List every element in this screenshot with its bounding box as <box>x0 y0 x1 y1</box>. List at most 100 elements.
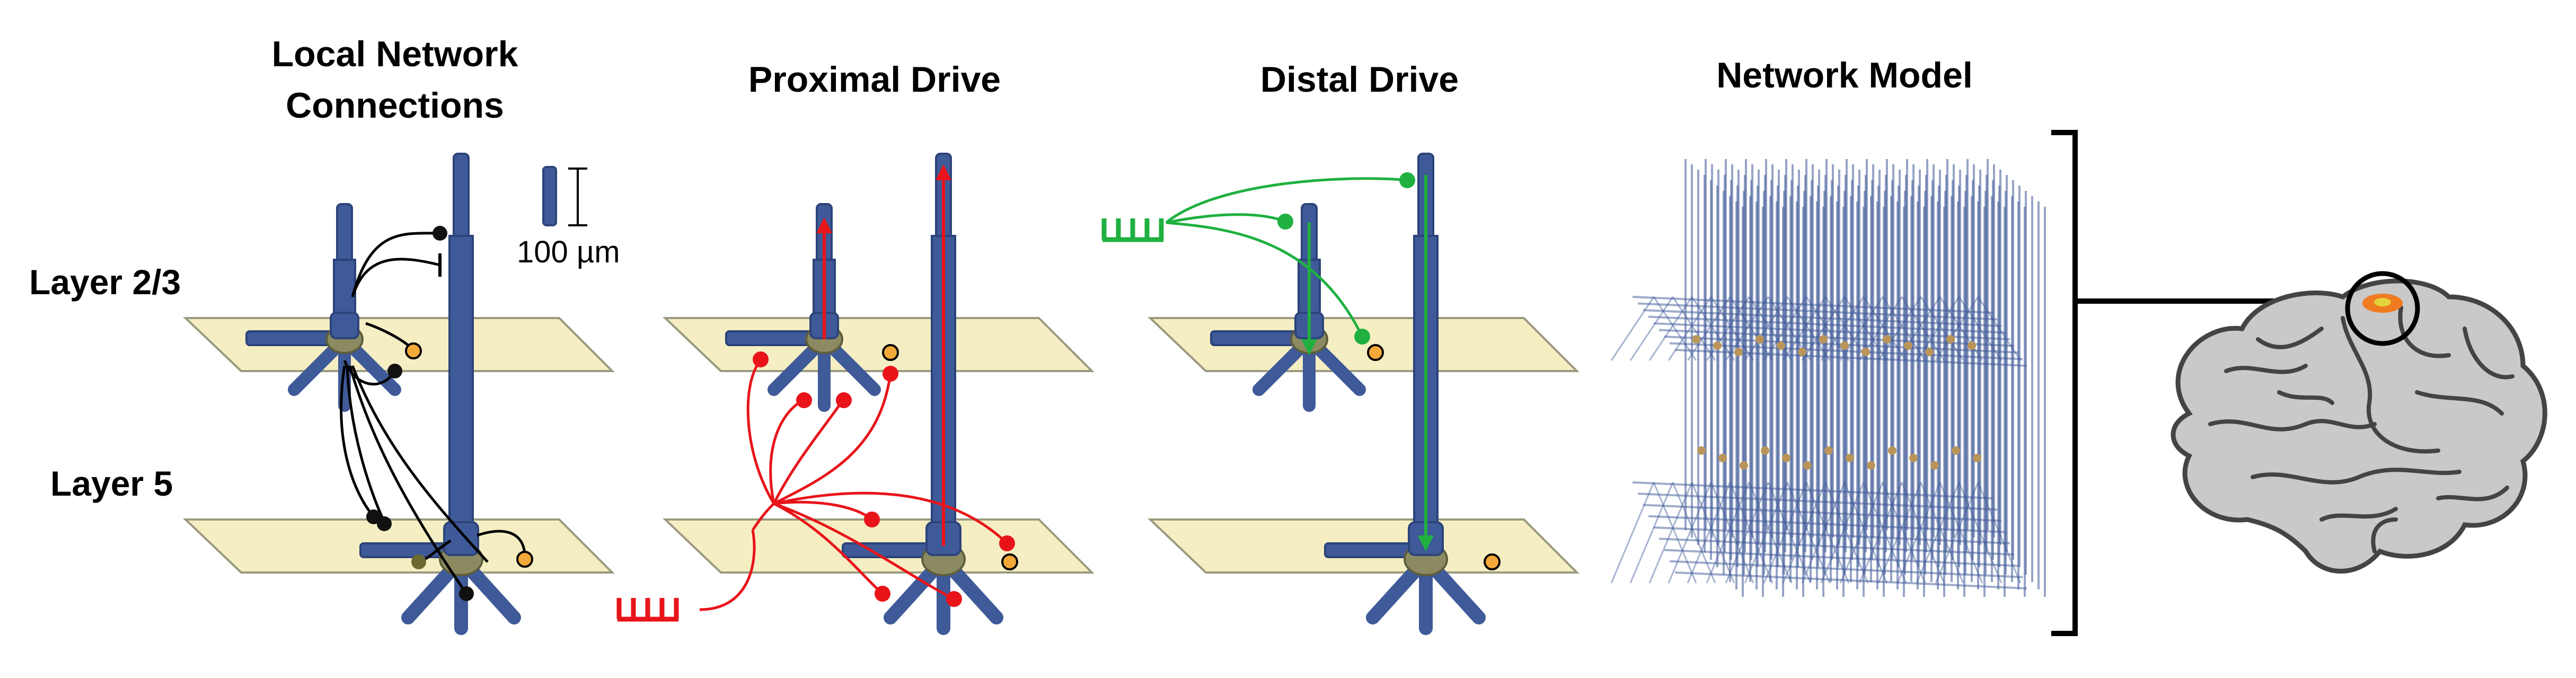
model-dendrite <box>1805 482 1850 584</box>
model-dendrite <box>1744 482 1788 584</box>
model-dendrite <box>1610 482 1655 584</box>
model-soma <box>1930 461 1939 470</box>
model-dendrite <box>1763 296 1807 361</box>
inhibitory-cell <box>1484 553 1501 570</box>
model-dendrite <box>1839 296 1884 361</box>
model-dendrite <box>1648 482 1693 584</box>
model-dendrite <box>1786 296 1831 361</box>
panel-title-local-line1: Local Network <box>272 34 518 74</box>
model-dendrite <box>1786 482 1831 584</box>
layer-label-5: Layer 5 <box>50 464 173 503</box>
model-dendrite <box>1935 296 1979 361</box>
l23-pyramidal-neuron <box>726 204 875 406</box>
model-soma <box>1798 348 1806 356</box>
proximal-synapse <box>883 366 898 382</box>
model-soma <box>1824 446 1833 455</box>
model-soma <box>1846 454 1854 462</box>
model-dendrite <box>1896 296 1941 361</box>
panel-title-model: Network Model <box>1716 55 1973 95</box>
scale-bar-dendrite <box>542 166 557 226</box>
proximal-synapse <box>796 392 812 408</box>
model-soma <box>1718 454 1727 462</box>
model-dendrite <box>1629 296 1674 361</box>
model-dendrite <box>1725 482 1769 584</box>
model-dendrite <box>1669 560 2023 578</box>
model-soma <box>1840 341 1849 350</box>
panel-title-distal: Distal Drive <box>1260 59 1459 100</box>
model-dendrite <box>1958 482 2002 584</box>
model-dendrite <box>1637 302 1998 321</box>
excitatory-synapse <box>411 554 426 569</box>
model-dendrite <box>1637 492 1998 511</box>
inhibitory-cell <box>405 342 422 359</box>
excitatory-synapse <box>387 364 402 378</box>
model-dendrite <box>1920 482 1964 584</box>
model-dendrite <box>1668 296 1712 361</box>
panel-title-local-line2: Connections <box>286 85 504 126</box>
excitatory-synapse <box>377 516 392 531</box>
network-model-grid <box>1610 159 2046 597</box>
scale-bar-label: 100 µm <box>517 235 620 269</box>
model-dendrite <box>1748 296 1793 361</box>
inhibitory-cell <box>516 551 533 568</box>
model-soma <box>1819 335 1828 344</box>
model-dendrite <box>1863 296 1907 361</box>
model-soma <box>1777 341 1785 350</box>
model-dendrite <box>1801 482 1846 584</box>
model-soma <box>1692 335 1700 344</box>
excitatory-synapse <box>433 226 447 241</box>
model-soma <box>1952 446 1960 455</box>
model-soma <box>1740 461 1748 470</box>
model-dendrite <box>1687 482 1731 584</box>
proximal-synapse <box>875 586 890 602</box>
brain-illustration <box>2171 271 2547 574</box>
model-dendrite <box>1935 482 1979 584</box>
model-dendrite <box>1672 296 1716 361</box>
model-dendrite <box>1706 482 1750 584</box>
excitatory-synapse <box>459 586 474 601</box>
model-dendrite <box>1610 296 1655 361</box>
model-dendrite <box>1843 482 1888 584</box>
l23-pyramidal-neuron <box>1211 204 1360 406</box>
model-soma <box>1968 341 1976 350</box>
model-dendrite <box>1920 296 1964 361</box>
model-soma <box>1867 461 1875 470</box>
model-dendrite <box>1729 482 1774 584</box>
model-dendrite <box>1916 296 1960 361</box>
model-dendrite <box>1882 296 1926 361</box>
panel-proximal-drive <box>616 154 1095 628</box>
model-dendrite <box>1672 482 1716 584</box>
model-dendrite <box>1664 549 2019 567</box>
excitatory-synapse <box>366 509 381 524</box>
model-soma <box>1909 454 1918 462</box>
model-dendrite <box>1748 482 1793 584</box>
inhibitory-cell <box>1367 344 1384 361</box>
distal-synapse <box>1399 172 1415 188</box>
model-dendrite <box>1653 296 1697 361</box>
model-dendrite <box>1658 538 2015 556</box>
model-dendrite <box>1674 349 2027 367</box>
model-dendrite <box>1977 296 2022 361</box>
model-dendrite <box>1877 482 1922 584</box>
model-dendrite <box>1939 296 1983 361</box>
model-dendrite <box>1901 296 1945 361</box>
model-dendrite <box>1767 482 1812 584</box>
bracket <box>2051 130 2078 636</box>
model-dendrite <box>1782 482 1827 584</box>
proximal-synapse <box>753 351 769 367</box>
model-soma <box>1862 348 1870 356</box>
distal-synapse <box>1277 214 1293 230</box>
model-dendrite <box>1805 296 1850 361</box>
model-dendrite <box>1629 482 1674 584</box>
proximal-synapse <box>999 535 1015 551</box>
model-soma <box>1803 461 1812 470</box>
model-dendrite <box>1710 296 1754 361</box>
model-soma <box>1734 348 1743 356</box>
model-soma <box>1946 335 1955 344</box>
model-dendrite <box>1710 482 1754 584</box>
model-dendrite <box>1901 482 1945 584</box>
model-soma <box>1888 446 1896 455</box>
model-dendrite <box>1824 482 1869 584</box>
model-dendrite <box>1648 296 1693 361</box>
panel-distal-drive <box>1101 154 1580 628</box>
